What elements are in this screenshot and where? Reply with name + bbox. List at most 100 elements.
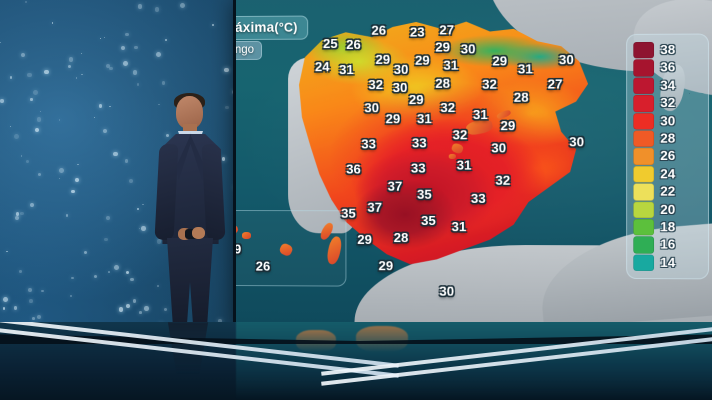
bokeh-dot [58, 177, 60, 179]
bokeh-dot [58, 119, 61, 121]
bokeh-dot [139, 227, 141, 229]
temperature-label: 33 [361, 136, 376, 152]
bokeh-dot [14, 134, 20, 140]
bokeh-dot [0, 42, 2, 44]
legend-value: 24 [660, 165, 676, 182]
temperature-label: 28 [513, 89, 529, 105]
bokeh-dot [15, 212, 20, 216]
bokeh-dot [28, 288, 33, 292]
weather-map-panel: T. máxima(°C) Domingo 262526232729302431… [236, 0, 712, 328]
bokeh-dot [100, 37, 102, 39]
temperature-label: 29 [236, 241, 242, 257]
temperature-label: 30 [491, 140, 507, 156]
temperature-label: 32 [495, 172, 511, 188]
bokeh-dot [221, 157, 226, 161]
temperature-label: 25 [323, 35, 338, 52]
bokeh-dot [231, 89, 236, 94]
temperature-label: 29 [500, 118, 516, 134]
bokeh-dot [27, 72, 32, 78]
legend-swatch [633, 41, 655, 59]
bokeh-dot [157, 285, 159, 287]
bokeh-dot [29, 299, 34, 303]
bokeh-dot [136, 83, 140, 86]
canary-island [241, 232, 251, 240]
bokeh-dot [102, 128, 107, 133]
temperature-label: 30 [460, 41, 476, 57]
bokeh-dot [98, 104, 103, 108]
legend-swatch [633, 254, 655, 272]
bokeh-dot [81, 73, 83, 75]
temperature-label: 30 [364, 100, 379, 116]
temperature-label: 32 [482, 76, 497, 92]
bokeh-dot [69, 295, 72, 298]
formentera-island [448, 153, 456, 159]
bokeh-dot [142, 203, 145, 206]
temperature-label: 29 [414, 52, 430, 68]
temperature-label: 35 [341, 205, 356, 221]
bokeh-dot [120, 45, 126, 51]
bokeh-dot [93, 275, 97, 279]
bokeh-dot [41, 289, 45, 293]
temperature-label: 29 [435, 39, 451, 55]
bokeh-dot [9, 76, 13, 79]
legend-value: 20 [660, 201, 676, 217]
temperature-label: 35 [421, 212, 436, 229]
bokeh-dot [68, 57, 74, 63]
bokeh-dot [71, 276, 74, 280]
bokeh-dot [3, 307, 6, 310]
bokeh-dot [6, 250, 9, 253]
temperature-label: 30 [569, 134, 585, 150]
bokeh-dot [225, 105, 229, 110]
bokeh-dot [165, 38, 168, 42]
temperature-label: 30 [558, 51, 574, 68]
presenter-arm [201, 143, 226, 241]
temperature-label: 30 [392, 79, 408, 96]
bokeh-dot [158, 103, 160, 106]
legend-value: 34 [660, 77, 676, 93]
bokeh-dot [108, 271, 111, 274]
temperature-label: 33 [410, 160, 426, 176]
legend-swatch [633, 218, 655, 236]
temperature-label: 33 [411, 135, 427, 151]
legend-value: 22 [660, 183, 676, 199]
legend-swatch [633, 201, 655, 218]
bokeh-dot [75, 178, 80, 182]
temperature-label: 26 [255, 258, 271, 274]
bokeh-dot [166, 134, 170, 138]
studio-floor [0, 322, 712, 400]
temperature-label: 32 [368, 76, 384, 93]
bokeh-dot [0, 99, 4, 103]
bokeh-dot [105, 64, 110, 69]
bokeh-dot [71, 189, 75, 194]
bokeh-dot [84, 251, 88, 255]
temperature-label: 29 [385, 111, 401, 127]
temperature-label: 30 [393, 61, 409, 77]
bokeh-dot [33, 90, 39, 96]
bokeh-dot [67, 64, 72, 69]
bokeh-dot [163, 307, 168, 312]
bokeh-dot [65, 214, 69, 217]
bokeh-dot [106, 216, 111, 220]
temperature-label: 31 [451, 219, 467, 235]
legend-value: 30 [660, 112, 676, 129]
bokeh-dot [139, 311, 142, 314]
legend-value: 28 [660, 130, 676, 146]
bokeh-dot [18, 269, 22, 273]
legend-value: 38 [660, 41, 676, 58]
bokeh-dot [37, 173, 41, 177]
temperature-label: 31 [517, 61, 533, 77]
bokeh-dot [137, 207, 140, 210]
bokeh-dot [114, 265, 120, 271]
legend-value: 26 [660, 148, 676, 164]
forecast-day-badge: Domingo [236, 40, 263, 61]
bokeh-dot [19, 211, 24, 216]
bokeh-dot [133, 45, 138, 50]
legend-swatch [633, 95, 655, 112]
bokeh-dot [129, 179, 134, 184]
legend-value: 16 [660, 236, 676, 253]
temperature-label: 37 [387, 178, 403, 194]
map-reflection [236, 322, 712, 400]
bokeh-dot [20, 53, 25, 58]
legend-swatch [633, 165, 655, 183]
legend-swatch [633, 77, 655, 95]
